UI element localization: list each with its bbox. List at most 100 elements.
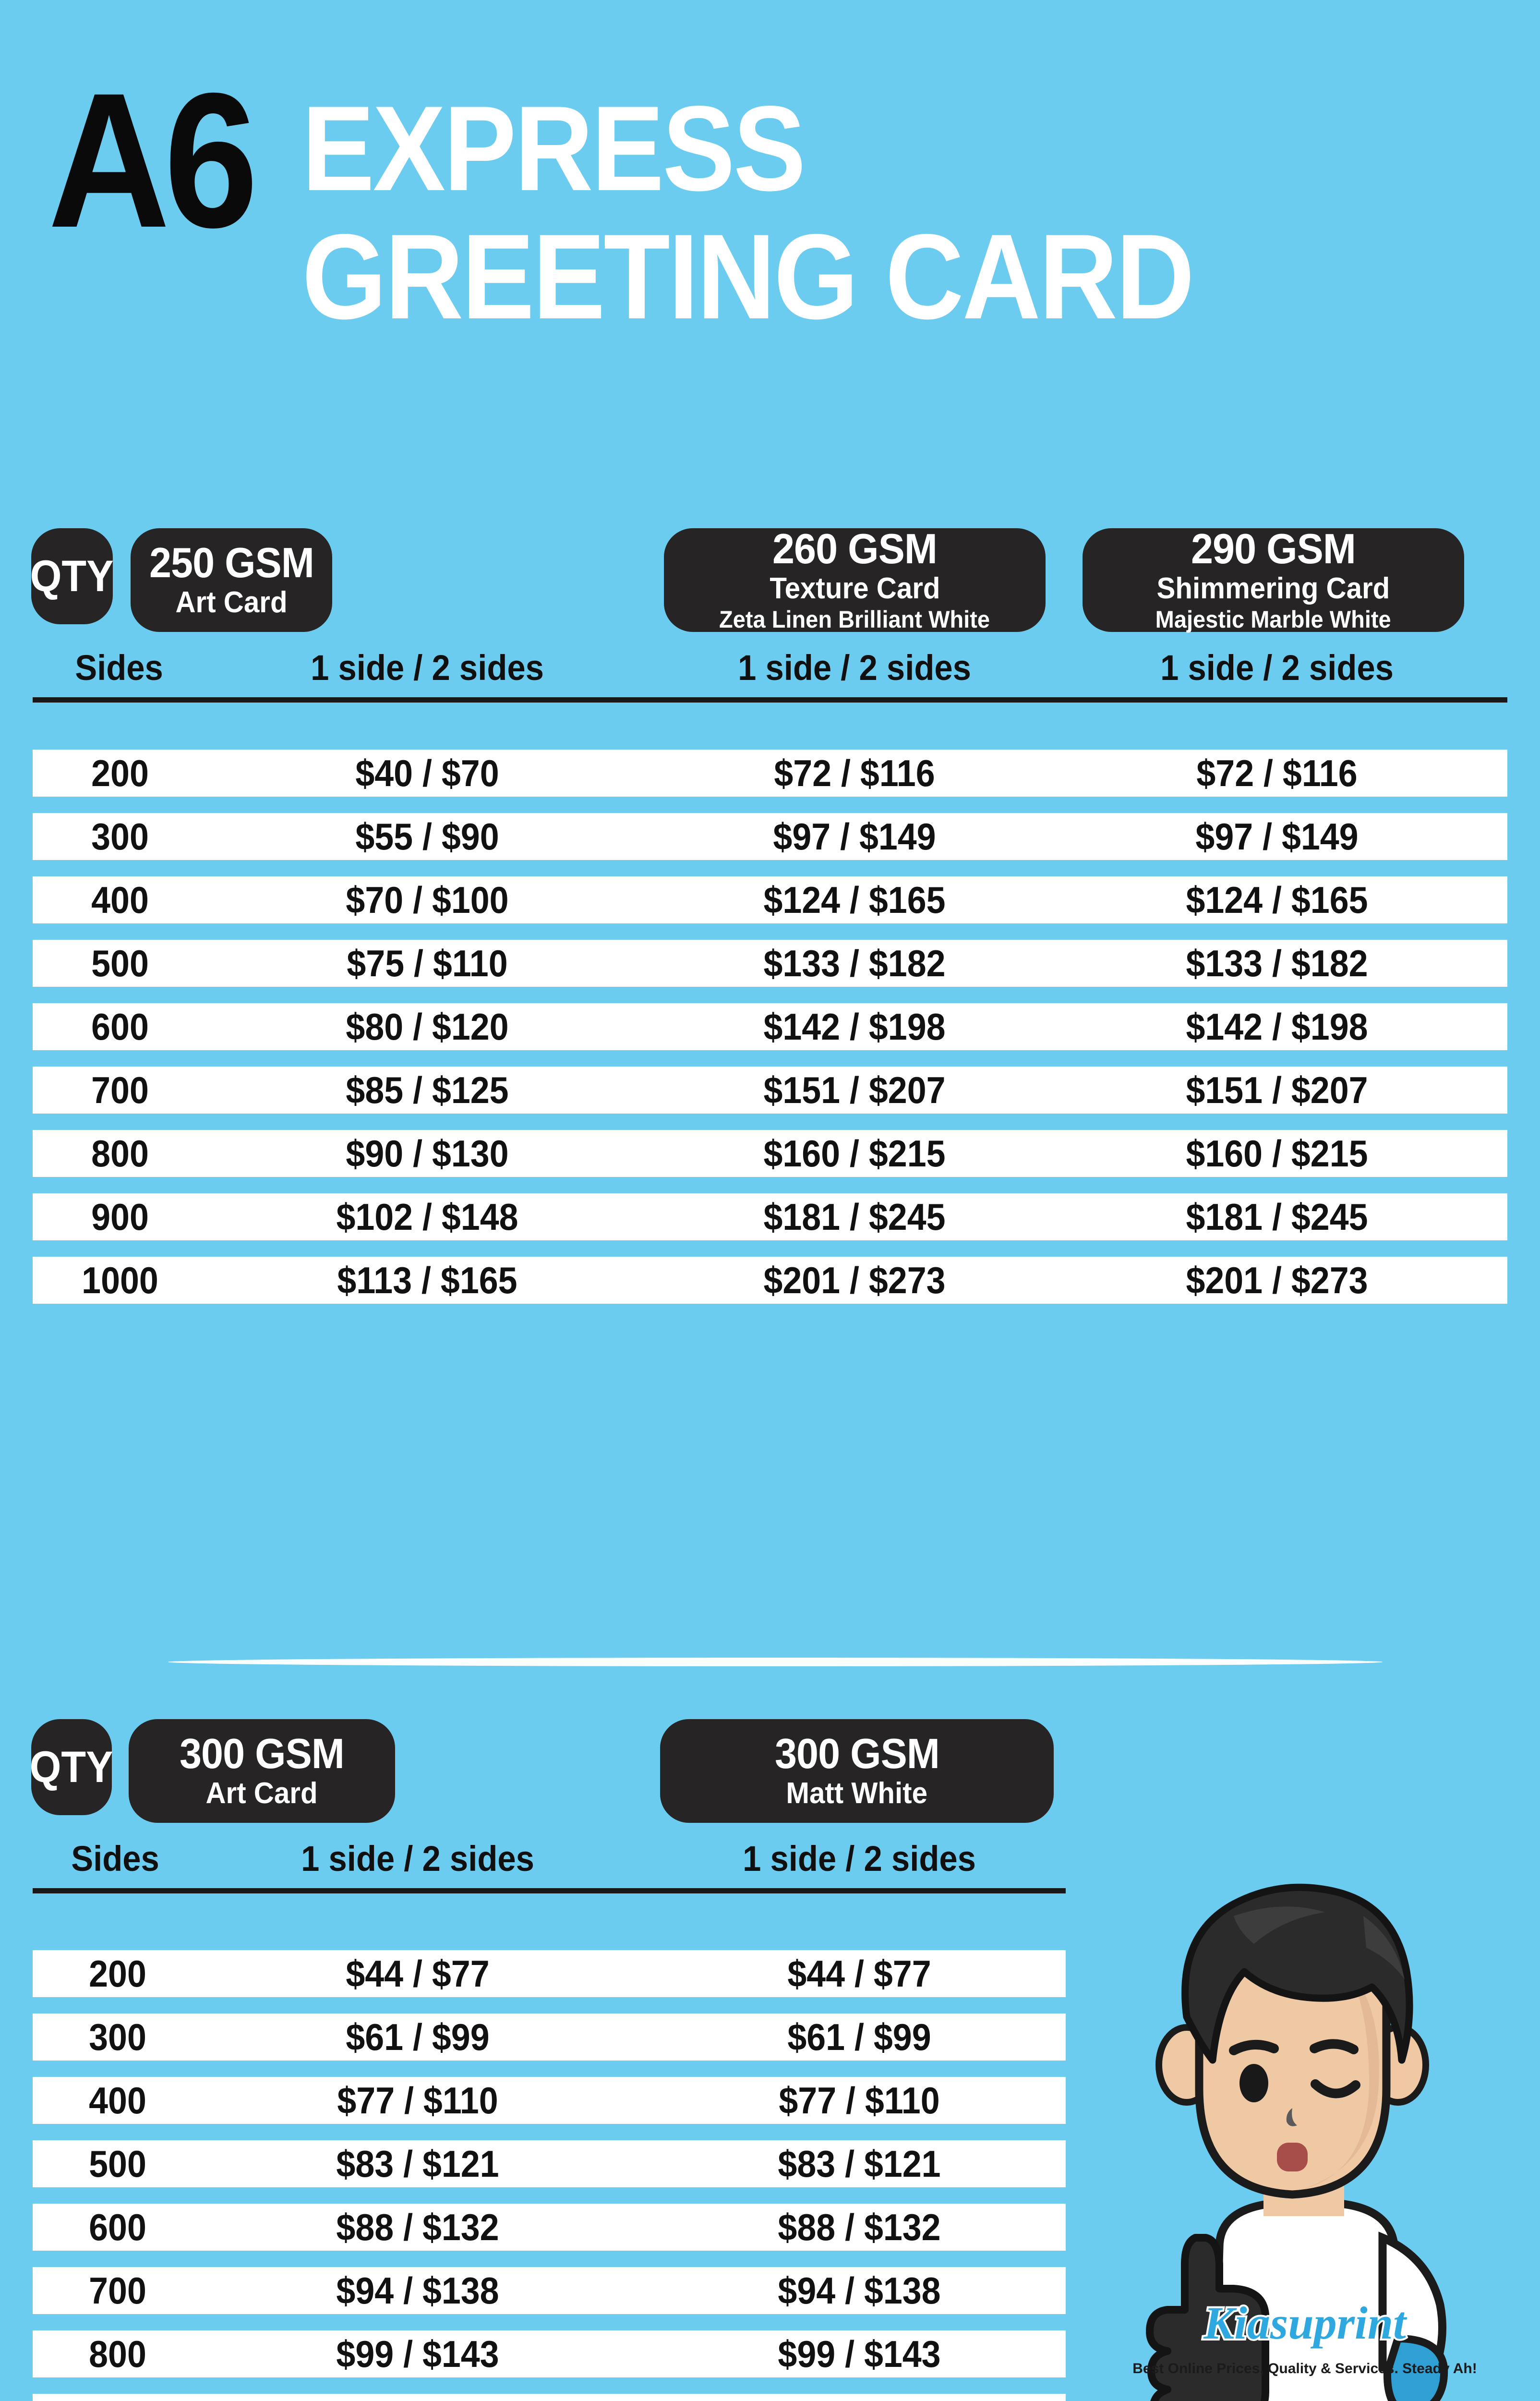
row-price-cell: $88 / $132 bbox=[778, 2206, 941, 2248]
mascot-illustration: Kiasuprint Best Online Prices, Quality &… bbox=[1075, 1858, 1507, 2401]
table-1-qty-label: QTY bbox=[30, 551, 114, 601]
table-2-col-1-sides: 1 side / 2 sides bbox=[743, 1839, 976, 1879]
table-1-col-0-sides: 1 side / 2 sides bbox=[311, 648, 544, 688]
row-price-cell: $90 / $130 bbox=[346, 1132, 509, 1175]
table-1-col-2-sub2: Majestic Marble White bbox=[1155, 606, 1392, 633]
table-row: 500 $75 / $110 $133 / $182 $133 / $182 bbox=[33, 940, 1507, 987]
table-row: 900 $102 / $148 $181 / $245 $181 / $245 bbox=[33, 1193, 1507, 1240]
row-price-cell: $201 / $273 bbox=[763, 1259, 946, 1301]
row-price-cell: $113 / $165 bbox=[337, 1259, 517, 1301]
row-qty-cell: 500 bbox=[91, 942, 149, 984]
table-1-col-1-sub2: Zeta Linen Brilliant White bbox=[719, 606, 990, 633]
table-2-header-row: QTY 300 GSM Art Card 300 GSM Matt White bbox=[0, 1719, 1104, 1830]
table-1-col-2-sides: 1 side / 2 sides bbox=[1160, 648, 1394, 688]
row-qty-cell: 200 bbox=[89, 1952, 146, 1995]
table-1-col-2-gsm: 290 GSM bbox=[1191, 525, 1356, 573]
row-price-cell: $85 / $125 bbox=[346, 1069, 509, 1111]
row-price-cell: $99 / $143 bbox=[336, 2333, 499, 2375]
price-table-2: QTY 300 GSM Art Card 300 GSM Matt White … bbox=[0, 1719, 1104, 1893]
table-row: 600 $80 / $120 $142 / $198 $142 / $198 bbox=[33, 1003, 1507, 1050]
row-price-cell: $61 / $99 bbox=[787, 2016, 931, 2058]
row-qty-cell: 500 bbox=[89, 2143, 146, 2185]
row-qty-cell: 400 bbox=[89, 2079, 146, 2122]
row-qty-cell: 600 bbox=[91, 1006, 149, 1048]
row-qty-cell: 300 bbox=[91, 815, 149, 858]
row-price-cell: $97 / $149 bbox=[1195, 815, 1359, 858]
row-price-cell: $151 / $207 bbox=[763, 1069, 946, 1111]
mascot-shirt-logo: Kiasuprint bbox=[1203, 2297, 1408, 2349]
table-row: 200 $40 / $70 $72 / $116 $72 / $116 bbox=[33, 750, 1507, 797]
table-2-col-0-sub1: Art Card bbox=[205, 1776, 318, 1810]
row-qty-cell: 900 bbox=[38, 2394, 197, 2401]
table-row: 600 $88 / $132 $88 / $132 bbox=[33, 2204, 1066, 2251]
table-row: 300 $55 / $90 $97 / $149 $97 / $149 bbox=[33, 813, 1507, 860]
table-1-col-1-sides: 1 side / 2 sides bbox=[738, 648, 971, 688]
table-2-col-0-sides: 1 side / 2 sides bbox=[301, 1839, 534, 1879]
table-1-header-rule bbox=[33, 697, 1507, 703]
row-qty-cell: 200 bbox=[91, 752, 149, 794]
row-price-cell: $77 / $110 bbox=[337, 2079, 498, 2122]
row-price-cell: $94 / $138 bbox=[336, 2269, 499, 2312]
page-title: A6 EXPRESS GREETING CARD bbox=[48, 53, 1488, 341]
row-price-cell: $70 / $100 bbox=[346, 879, 509, 921]
row-price-cell: $181 / $245 bbox=[763, 1196, 946, 1238]
title-text-block: EXPRESS GREETING CARD bbox=[302, 72, 1292, 341]
row-price-cell: $75 / $110 bbox=[347, 942, 508, 984]
row-price-cell: $40 / $70 bbox=[355, 752, 499, 794]
section-divider bbox=[168, 1658, 1383, 1666]
mascot-shirt-tagline: Best Online Prices, Quality & Services. … bbox=[1132, 2361, 1477, 2377]
table-row: 500 $83 / $121 $83 / $121 bbox=[33, 2140, 1066, 2187]
row-price-cell: $83 / $121 bbox=[336, 2143, 499, 2185]
row-price-cell: $142 / $198 bbox=[1186, 1006, 1368, 1048]
table-1-col-2-sub1: Shimmering Card bbox=[1156, 571, 1390, 605]
row-qty-cell: 600 bbox=[89, 2206, 146, 2248]
table-1-header-row: QTY 250 GSM Art Card 260 GSM Texture Car… bbox=[0, 525, 1540, 639]
row-price-cell: $151 / $207 bbox=[1186, 1069, 1368, 1111]
table-row: 900 $113 / $163 $113 / $163 bbox=[33, 2394, 1066, 2401]
table-2-col-1-gsm: 300 GSM bbox=[774, 1730, 940, 1778]
row-price-cell: $142 / $198 bbox=[763, 1006, 946, 1048]
row-qty-cell: 700 bbox=[91, 1069, 149, 1111]
row-price-cell: $160 / $215 bbox=[763, 1132, 946, 1175]
price-table-1: QTY 250 GSM Art Card 260 GSM Texture Car… bbox=[0, 525, 1540, 703]
row-price-cell: $80 / $120 bbox=[346, 1006, 509, 1048]
table-1-col-2-pill: 290 GSM Shimmering Card Majestic Marble … bbox=[1083, 525, 1464, 633]
table-1-col-1-sub1: Texture Card bbox=[769, 571, 940, 605]
table-2-sides-label: Sides bbox=[71, 1839, 159, 1879]
row-qty-cell: 300 bbox=[89, 2016, 146, 2058]
row-qty-cell: 700 bbox=[89, 2269, 146, 2312]
table-2-col-1-sub1: Matt White bbox=[786, 1776, 928, 1810]
table-row: 800 $99 / $143 $99 / $143 bbox=[33, 2330, 1066, 2377]
table-1-sides-label: Sides bbox=[75, 648, 163, 688]
table-row: 700 $85 / $125 $151 / $207 $151 / $207 bbox=[33, 1067, 1507, 1114]
table-2-qty-label: QTY bbox=[30, 1742, 113, 1792]
row-price-cell: $102 / $148 bbox=[336, 1196, 518, 1238]
row-price-cell: $44 / $77 bbox=[346, 1952, 490, 1995]
row-price-cell: $201 / $273 bbox=[1186, 1259, 1368, 1301]
table-1-sides-row: Sides 1 side / 2 sides 1 side / 2 sides … bbox=[0, 647, 1540, 689]
table-row: 200 $44 / $77 $44 / $77 bbox=[33, 1950, 1066, 1997]
title-size-code: A6 bbox=[48, 53, 258, 267]
row-price-cell: $133 / $182 bbox=[763, 942, 946, 984]
row-price-cell: $55 / $90 bbox=[355, 815, 499, 858]
row-qty-cell: 900 bbox=[91, 1196, 149, 1238]
table-row: 700 $94 / $138 $94 / $138 bbox=[33, 2267, 1066, 2314]
row-price-cell: $83 / $121 bbox=[778, 2143, 941, 2185]
row-price-cell: $181 / $245 bbox=[1186, 1196, 1368, 1238]
table-row: 400 $70 / $100 $124 / $165 $124 / $165 bbox=[33, 876, 1507, 923]
table-row: 1000 $113 / $165 $201 / $273 $201 / $273 bbox=[33, 1257, 1507, 1304]
table-row: 300 $61 / $99 $61 / $99 bbox=[33, 2013, 1066, 2061]
row-price-cell: $113 / $163 bbox=[228, 2394, 607, 2401]
row-price-cell: $160 / $215 bbox=[1186, 1132, 1368, 1175]
row-price-cell: $113 / $163 bbox=[669, 2394, 1049, 2401]
table-2-header-rule bbox=[33, 1888, 1066, 1893]
row-qty-cell: 1000 bbox=[82, 1259, 158, 1301]
table-2-col-1-pill: 300 GSM Matt White bbox=[660, 1719, 1054, 1823]
table-1-col-0-pill: 250 GSM Art Card bbox=[131, 528, 332, 632]
row-price-cell: $72 / $116 bbox=[774, 752, 935, 794]
row-price-cell: $124 / $165 bbox=[1186, 879, 1368, 921]
table-2-col-0-gsm: 300 GSM bbox=[180, 1730, 345, 1778]
table-1-col-1-gsm: 260 GSM bbox=[772, 525, 938, 573]
